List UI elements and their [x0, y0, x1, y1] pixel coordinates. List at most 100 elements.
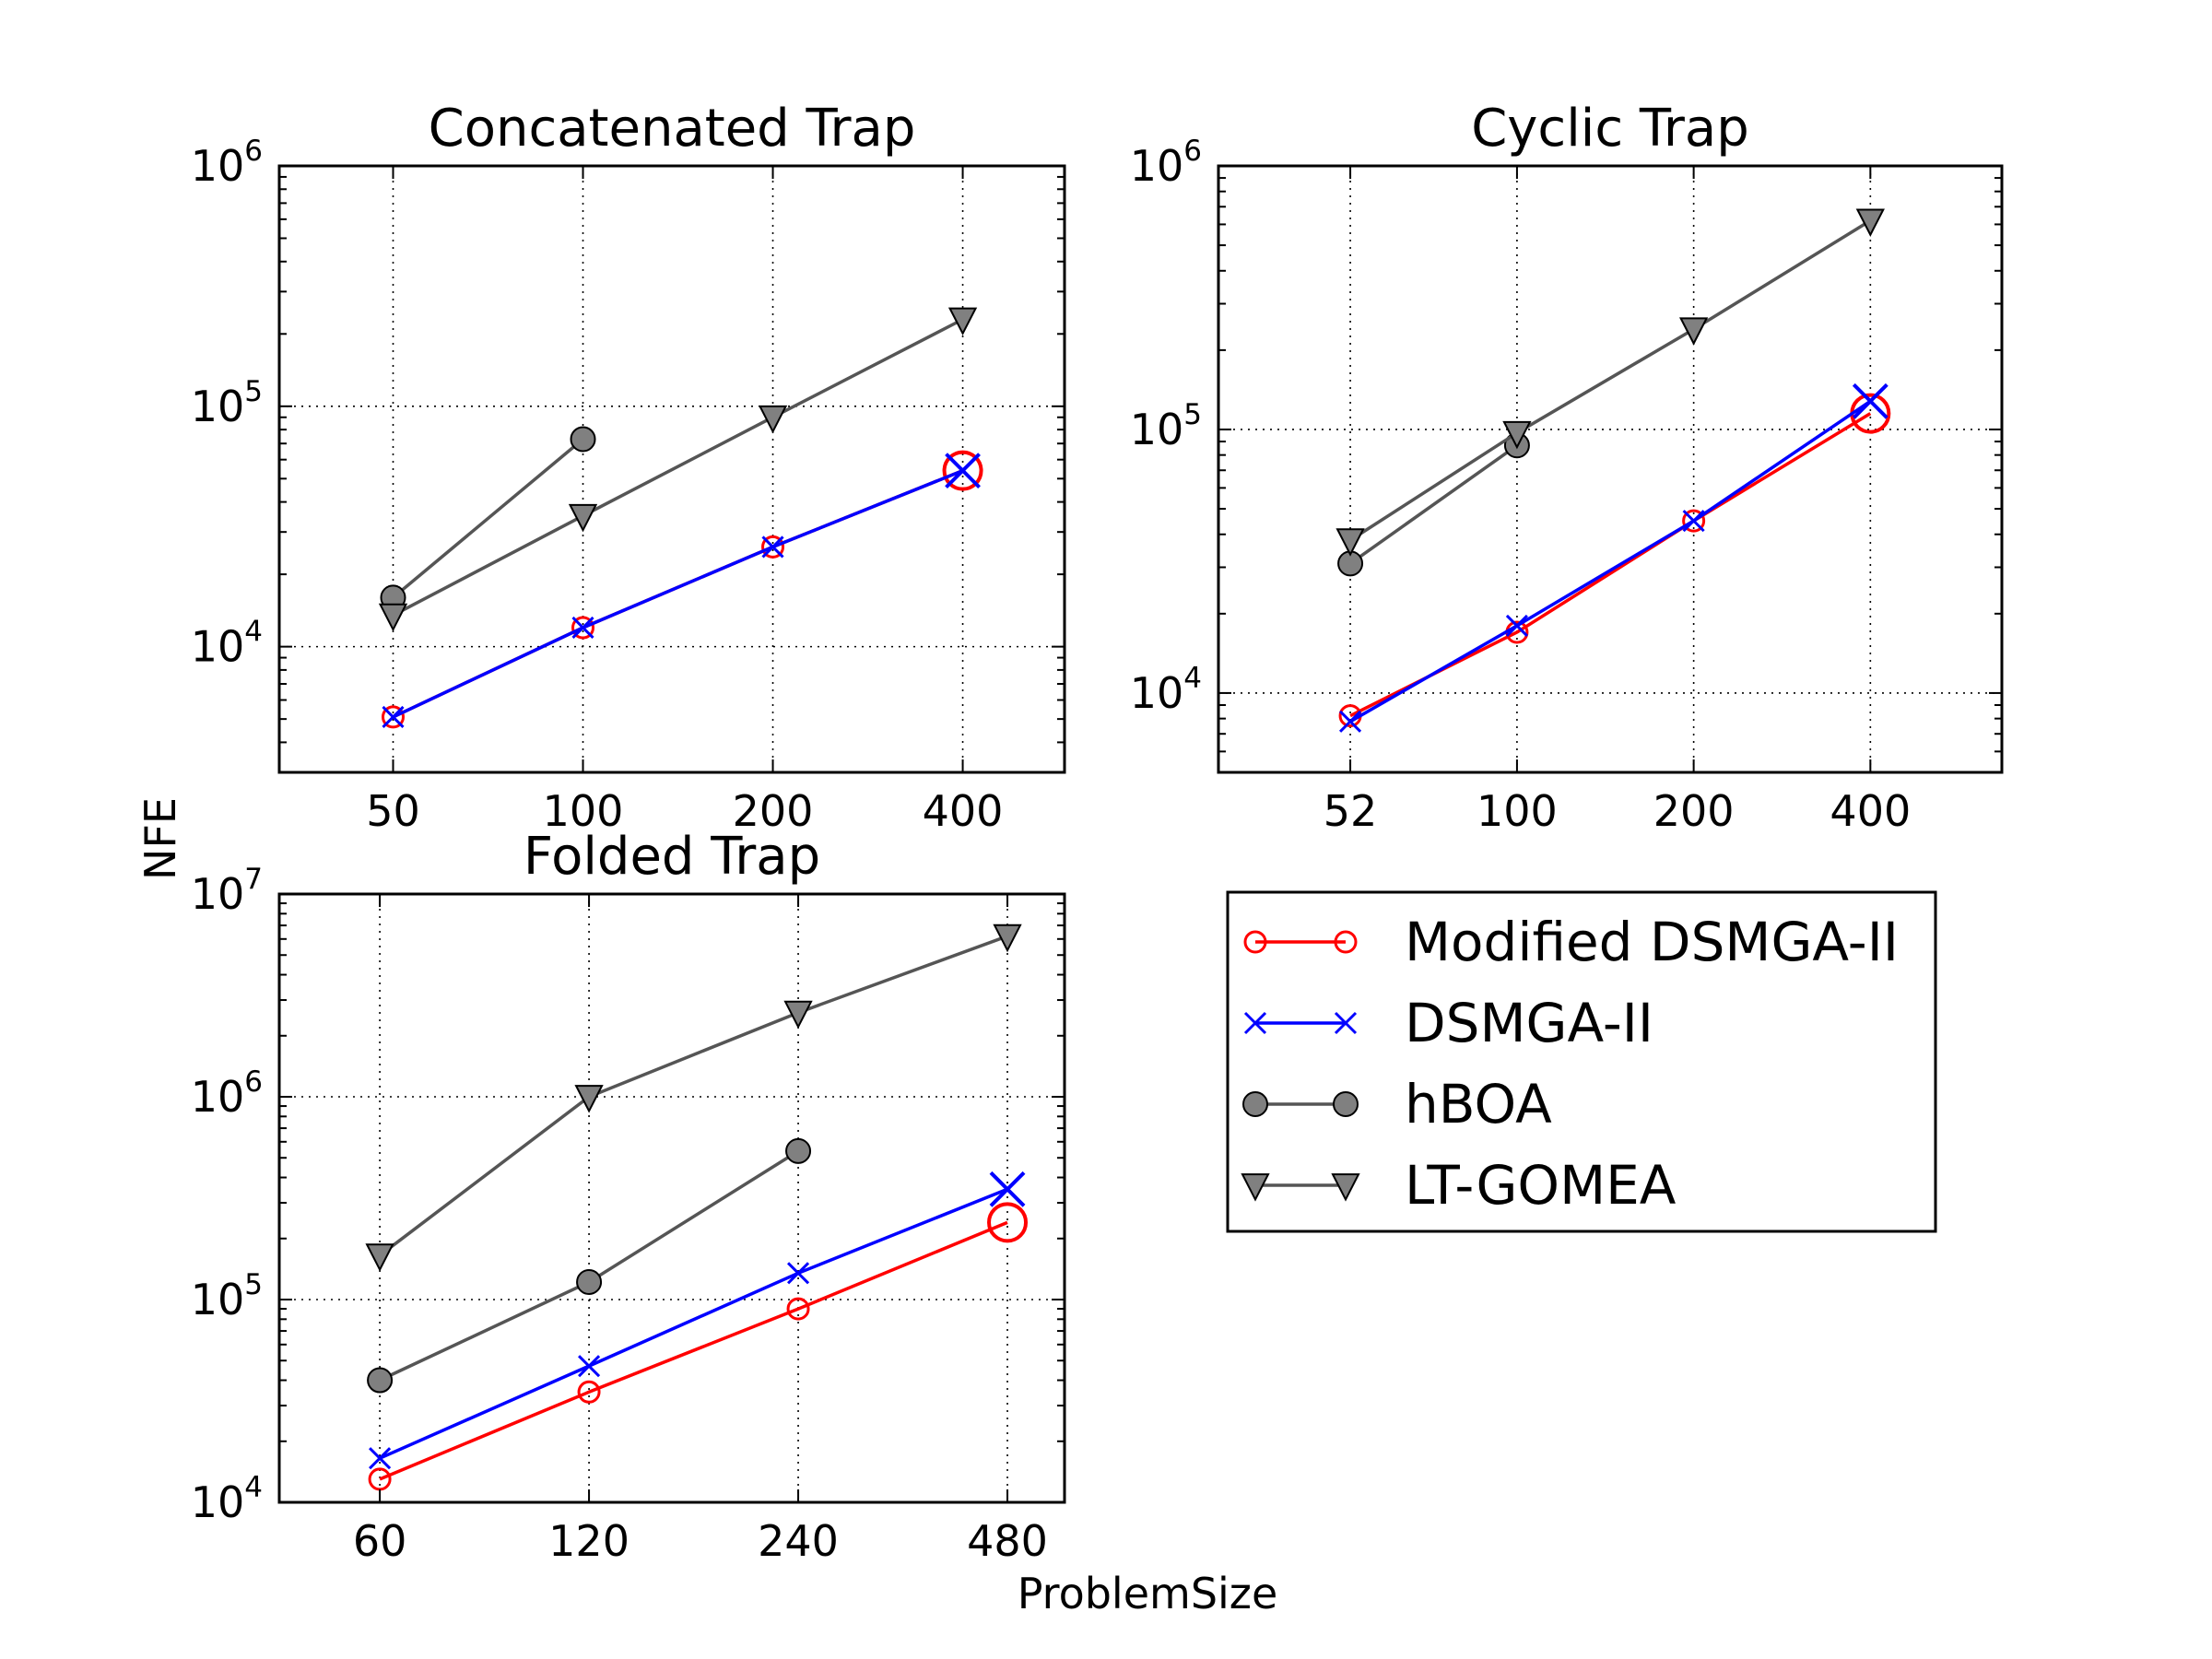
data-point-dsmga-ii	[1505, 614, 1528, 637]
x-tick-label: 400	[923, 786, 1004, 836]
x-tick-label: 480	[967, 1516, 1048, 1566]
data-point-lt-gomea	[783, 1000, 813, 1030]
data-point-lt-gomea	[574, 1085, 604, 1113]
series-line-hboa	[379, 1149, 800, 1382]
legend-label: hBOA	[1405, 1073, 1552, 1135]
data-point-lt-gomea	[758, 405, 788, 434]
panel-cyclic-trap: 52 100 200 400 104 105 106 Cyclic Trap	[1130, 99, 2004, 836]
legend-entry-modified-dsmga-ii: Modified DSMGA-II	[1243, 911, 1899, 973]
y-tick-label: 104	[1130, 662, 1202, 718]
series-hboa	[367, 1137, 812, 1394]
series-dsmga-ii	[1338, 382, 1888, 733]
y-tick-label: 105	[191, 1268, 263, 1324]
panel-title: Concatenated Trap	[429, 99, 916, 159]
panel-concatenated-trap: 50 100 200 400 104 105 106 Concatenated Trap	[191, 99, 1066, 836]
series-hboa	[1337, 432, 1530, 577]
data-point-modified-dsmga-ii	[382, 705, 406, 729]
data-point-dsmga-ii	[382, 705, 405, 728]
data-point-dsmga-ii	[578, 1355, 601, 1378]
data-point-lt-gomea	[1335, 528, 1365, 557]
series-line-dsmga-ii	[1349, 399, 1872, 724]
series-line-hboa	[1349, 443, 1518, 565]
data-point-lt-gomea	[1855, 208, 1885, 237]
data-point-hboa	[576, 1269, 603, 1296]
legend-marker	[1334, 1011, 1358, 1035]
legend-marker	[1333, 1091, 1359, 1117]
plot-frame	[277, 892, 1066, 1504]
series-line-dsmga-ii	[392, 468, 964, 719]
data-point-lt-gomea	[568, 503, 598, 533]
data-point-lt-gomea	[1678, 317, 1709, 346]
x-tick-label: 400	[1830, 786, 1911, 836]
series-line-lt-gomea	[392, 317, 964, 618]
data-point-dsmga-ii	[369, 1447, 392, 1470]
data-point-lt-gomea	[1502, 420, 1532, 450]
data-point-modified-dsmga-ii	[571, 616, 595, 640]
legend-label: Modified DSMGA-II	[1405, 911, 1899, 973]
y-tick-label: 106	[1130, 135, 1202, 191]
y-tick-label: 105	[191, 375, 263, 431]
data-point-modified-dsmga-ii	[577, 1380, 601, 1404]
data-point-dsmga-ii	[1338, 710, 1362, 733]
data-point-hboa	[785, 1137, 812, 1164]
y-tick-label: 106	[191, 135, 263, 191]
series-modified-dsmga-ii	[382, 450, 983, 729]
series-line-dsmga-ii	[379, 1187, 1008, 1460]
data-point-dsmga-ii	[571, 616, 594, 640]
series-hboa	[380, 426, 596, 611]
data-point-hboa	[367, 1367, 394, 1394]
data-point-dsmga-ii	[761, 535, 784, 559]
legend-marker	[1242, 1091, 1268, 1117]
series-line-lt-gomea	[1349, 218, 1872, 542]
x-tick-label: 100	[543, 786, 624, 836]
data-point-dsmga-ii	[786, 1262, 810, 1285]
legend-marker	[1243, 1011, 1267, 1035]
series-line-lt-gomea	[379, 935, 1008, 1257]
data-point-dsmga-ii	[1852, 382, 1888, 419]
legend-marker	[1331, 1173, 1360, 1202]
series-lt-gomea	[1335, 208, 1885, 557]
x-tick-label: 50	[366, 786, 420, 836]
x-axis-label: ProblemSize	[1018, 1569, 1278, 1618]
legend: Modified DSMGA-II DSMGA-II hBOA LT-GOMEA	[1226, 890, 1937, 1233]
plot-frame	[1217, 164, 2004, 774]
series-line-hboa	[392, 438, 584, 599]
data-point-modified-dsmga-ii	[1682, 509, 1706, 533]
panel-title: Cyclic Trap	[1471, 99, 1749, 159]
legend-marker	[1334, 930, 1358, 954]
data-point-lt-gomea	[947, 307, 978, 336]
x-tick-label: 100	[1477, 786, 1558, 836]
legend-entry-lt-gomea: LT-GOMEA	[1241, 1154, 1677, 1217]
x-tick-label: 240	[758, 1516, 839, 1566]
legend-entry-dsmga-ii: DSMGA-II	[1243, 992, 1653, 1054]
data-point-modified-dsmga-ii	[786, 1297, 810, 1321]
series-line-modified-dsmga-ii	[1349, 412, 1872, 718]
y-tick-label: 106	[191, 1065, 263, 1122]
x-tick-label: 120	[548, 1516, 629, 1566]
series-modified-dsmga-ii	[368, 1202, 1029, 1491]
data-point-lt-gomea	[378, 603, 408, 632]
series-line-modified-dsmga-ii	[392, 468, 964, 719]
series-lt-gomea	[378, 307, 978, 632]
data-point-dsmga-ii	[989, 1171, 1026, 1207]
data-point-modified-dsmga-ii	[987, 1202, 1029, 1243]
x-tick-label: 200	[733, 786, 814, 836]
series-lt-gomea	[365, 924, 1022, 1272]
y-tick-label: 105	[1130, 398, 1202, 454]
data-point-dsmga-ii	[1682, 510, 1705, 533]
x-tick-label: 200	[1653, 786, 1735, 836]
series-dsmga-ii	[382, 453, 981, 728]
legend-label: LT-GOMEA	[1405, 1154, 1677, 1217]
data-point-modified-dsmga-ii	[761, 535, 785, 559]
y-tick-label: 104	[191, 1471, 263, 1527]
y-tick-label: 107	[191, 863, 263, 919]
legend-marker	[1241, 1173, 1270, 1202]
series-dsmga-ii	[369, 1171, 1026, 1470]
data-point-lt-gomea	[993, 924, 1022, 953]
legend-label: DSMGA-II	[1405, 992, 1653, 1054]
panel-title: Folded Trap	[524, 827, 820, 887]
data-point-dsmga-ii	[945, 453, 981, 489]
data-point-modified-dsmga-ii	[942, 450, 983, 491]
data-point-lt-gomea	[365, 1243, 394, 1272]
